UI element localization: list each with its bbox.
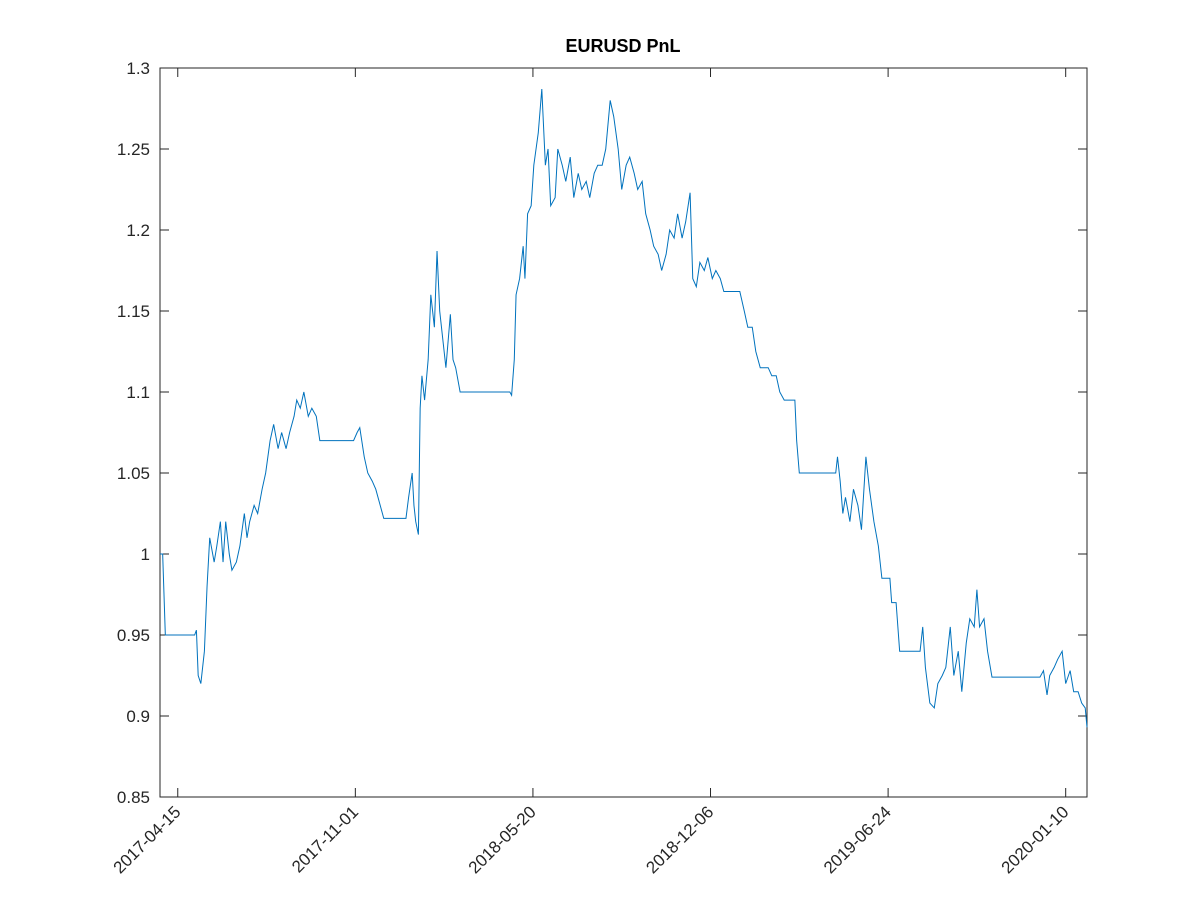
- y-tick-label: 0.95: [117, 626, 150, 645]
- axes-box: [159, 67, 1088, 798]
- data-line: [160, 89, 1088, 728]
- chart-title: EURUSD PnL: [565, 36, 680, 56]
- y-tick-label: 1.05: [117, 464, 150, 483]
- y-tick-label: 1.25: [117, 140, 150, 159]
- y-tick-label: 0.85: [117, 788, 150, 807]
- y-tick-label: 1.2: [126, 221, 150, 240]
- y-tick-label: 1.3: [126, 59, 150, 78]
- y-tick-label: 1.15: [117, 302, 150, 321]
- y-tick-label: 1.1: [126, 383, 150, 402]
- y-tick-label: 1: [141, 545, 150, 564]
- y-tick-label: 0.9: [126, 707, 150, 726]
